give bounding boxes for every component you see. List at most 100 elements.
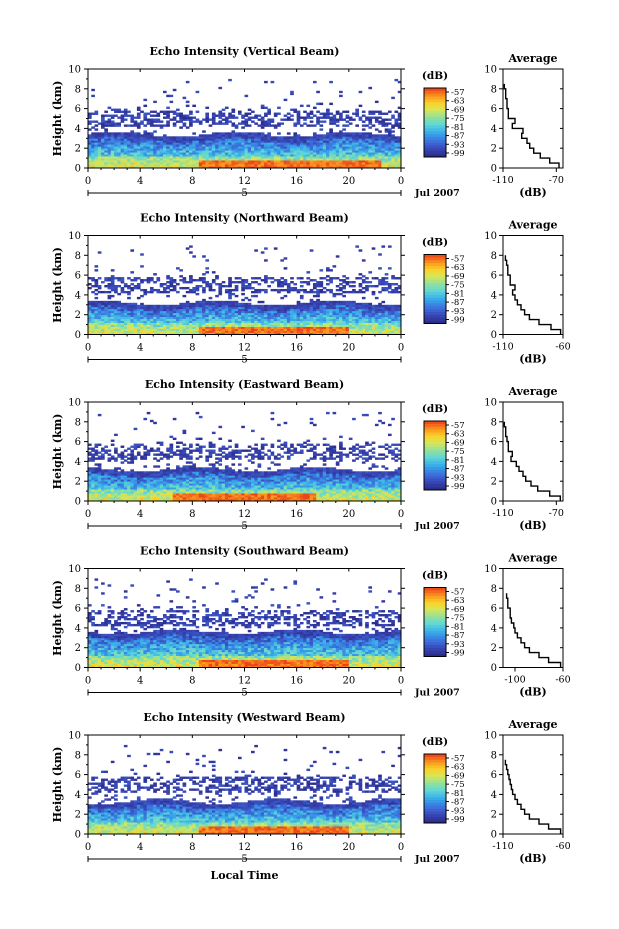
heatmap-cell xyxy=(91,146,95,149)
heatmap-cell xyxy=(270,152,275,155)
heatmap-cell xyxy=(114,320,118,324)
heatmap-cell xyxy=(329,112,333,115)
heatmap-cell xyxy=(107,330,112,333)
heatmap-cell xyxy=(114,136,118,139)
heatmap-cell xyxy=(88,144,92,147)
heatmap-cell xyxy=(198,136,203,139)
heatmap-cell xyxy=(172,286,177,290)
heatmap-cell xyxy=(237,132,242,135)
heatmap-cell xyxy=(237,150,242,153)
heatmap-cell xyxy=(270,316,275,320)
heatmap-cell xyxy=(104,487,108,490)
heatmap-cell xyxy=(277,156,281,159)
heatmap-cell xyxy=(189,316,193,320)
heatmap-cell xyxy=(195,150,200,153)
heatmap-cell xyxy=(234,322,239,325)
heatmap-cell xyxy=(224,152,229,155)
heatmap-cell xyxy=(179,136,183,139)
heatmap-cell xyxy=(384,124,389,127)
heatmap-cell xyxy=(257,277,262,280)
heatmap-cell xyxy=(335,152,340,155)
heatmap-cell xyxy=(88,136,92,139)
heatmap-cell xyxy=(267,124,271,127)
heatmap-cell xyxy=(352,308,356,312)
heatmap-cell xyxy=(273,114,278,117)
heatmap-cell xyxy=(169,150,174,153)
heatmap-cell xyxy=(312,285,317,288)
heatmap-cell xyxy=(208,306,213,310)
heatmap-cell xyxy=(374,110,379,113)
x-tick-label: 20 xyxy=(342,176,355,187)
heatmap-cell xyxy=(91,126,95,129)
heatmap-cell xyxy=(309,320,314,324)
heatmap-cell xyxy=(104,451,108,454)
heatmap-cell xyxy=(231,140,236,143)
heatmap-cell xyxy=(234,320,239,324)
heatmap-cell xyxy=(306,304,311,308)
heatmap-cell xyxy=(162,140,167,143)
heatmap-cell xyxy=(394,324,399,327)
heatmap-cell xyxy=(335,166,340,169)
heatmap-cell xyxy=(88,146,92,149)
heatmap-cell xyxy=(172,112,177,115)
heatmap-cell xyxy=(309,328,314,331)
heatmap-cell xyxy=(101,114,105,117)
heatmap-cell xyxy=(264,259,268,262)
heatmap-cell xyxy=(97,160,102,163)
heatmap-cell xyxy=(387,150,392,153)
heatmap-cell xyxy=(290,114,294,117)
heatmap-cell xyxy=(179,112,183,115)
heatmap-cell xyxy=(110,158,115,161)
heatmap-cell xyxy=(136,114,141,117)
heatmap-cell xyxy=(280,156,285,159)
heatmap-cell xyxy=(166,453,170,456)
heatmap-cell xyxy=(374,116,379,119)
heatmap-cell xyxy=(251,308,255,312)
heatmap-cell xyxy=(257,306,262,310)
heatmap-cell xyxy=(117,477,121,480)
heatmap-cell xyxy=(91,120,95,123)
heatmap-cell xyxy=(251,132,255,135)
heatmap-cell xyxy=(387,128,392,131)
heatmap-cell xyxy=(88,160,92,163)
heatmap-cell xyxy=(136,310,141,314)
heatmap-cell xyxy=(387,122,392,125)
heatmap-cell xyxy=(309,332,314,335)
heatmap-cell xyxy=(120,110,125,113)
heatmap-cell xyxy=(146,144,151,147)
heatmap-cell xyxy=(149,124,154,127)
heatmap-cell xyxy=(319,302,324,306)
heatmap-cell xyxy=(355,108,360,111)
heatmap-cell xyxy=(117,491,121,494)
heatmap-cell xyxy=(277,146,281,149)
heatmap-cell xyxy=(88,471,92,474)
heatmap-cell xyxy=(365,140,369,143)
heatmap-cell xyxy=(322,332,327,335)
heatmap-cell xyxy=(303,308,307,312)
heatmap-cell xyxy=(264,310,268,314)
heatmap-cell xyxy=(391,130,395,133)
heatmap-cell xyxy=(153,152,157,155)
heatmap-cell xyxy=(211,320,216,324)
heatmap-cell xyxy=(231,136,236,139)
heatmap-cell xyxy=(355,142,360,145)
heatmap-cell xyxy=(149,320,154,324)
heatmap-cell xyxy=(198,120,203,123)
heatmap-cell xyxy=(273,156,278,159)
heatmap-cell xyxy=(280,122,285,125)
heatmap-cell xyxy=(189,281,193,284)
heatmap-cell xyxy=(189,310,193,314)
heatmap-cell xyxy=(224,144,229,147)
heatmap-cell xyxy=(211,158,216,161)
heatmap-cell xyxy=(179,148,183,151)
heatmap-cell xyxy=(309,162,314,165)
heatmap-cell xyxy=(352,136,356,139)
heatmap-cell xyxy=(172,166,177,169)
heatmap-cell xyxy=(381,314,386,318)
heatmap-cell xyxy=(218,136,223,139)
heatmap-cell xyxy=(358,328,363,331)
heatmap-cell xyxy=(371,116,376,119)
heatmap-cell xyxy=(299,160,304,163)
heatmap-cell xyxy=(136,473,141,476)
heatmap-cell xyxy=(211,162,216,165)
